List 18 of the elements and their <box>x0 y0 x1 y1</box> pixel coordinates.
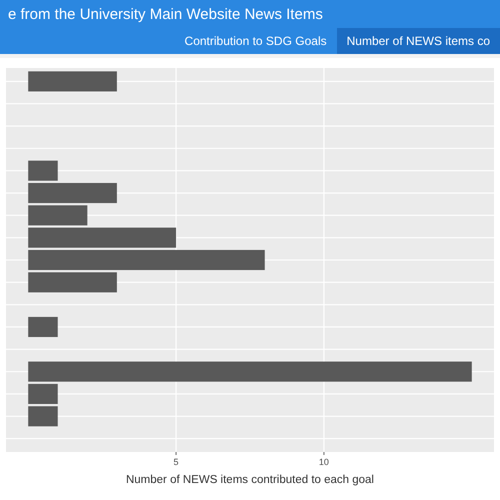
bar <box>28 362 472 382</box>
chart-title: e from the University Main Website News Items <box>8 6 323 23</box>
bar <box>28 182 117 204</box>
bar <box>28 384 58 404</box>
bar <box>28 316 58 338</box>
x-tick-label: 5 <box>174 457 179 467</box>
nav-tab[interactable]: Contribution to SDG Goals <box>174 28 337 54</box>
x-tick-label: 10 <box>318 457 329 467</box>
bar <box>28 228 176 248</box>
navbar: e from the University Main Website News Items Contribution to SDG Goals Number of NEWS items co <box>0 0 500 58</box>
bar <box>28 272 117 292</box>
bar <box>28 205 88 226</box>
x-axis-title: Number of NEWS items contributed to each goal <box>126 474 374 486</box>
bar <box>28 71 117 92</box>
bar <box>28 160 58 181</box>
bar <box>28 250 265 270</box>
bar <box>28 406 58 426</box>
nav-tab[interactable]: Number of NEWS items co <box>336 28 500 54</box>
